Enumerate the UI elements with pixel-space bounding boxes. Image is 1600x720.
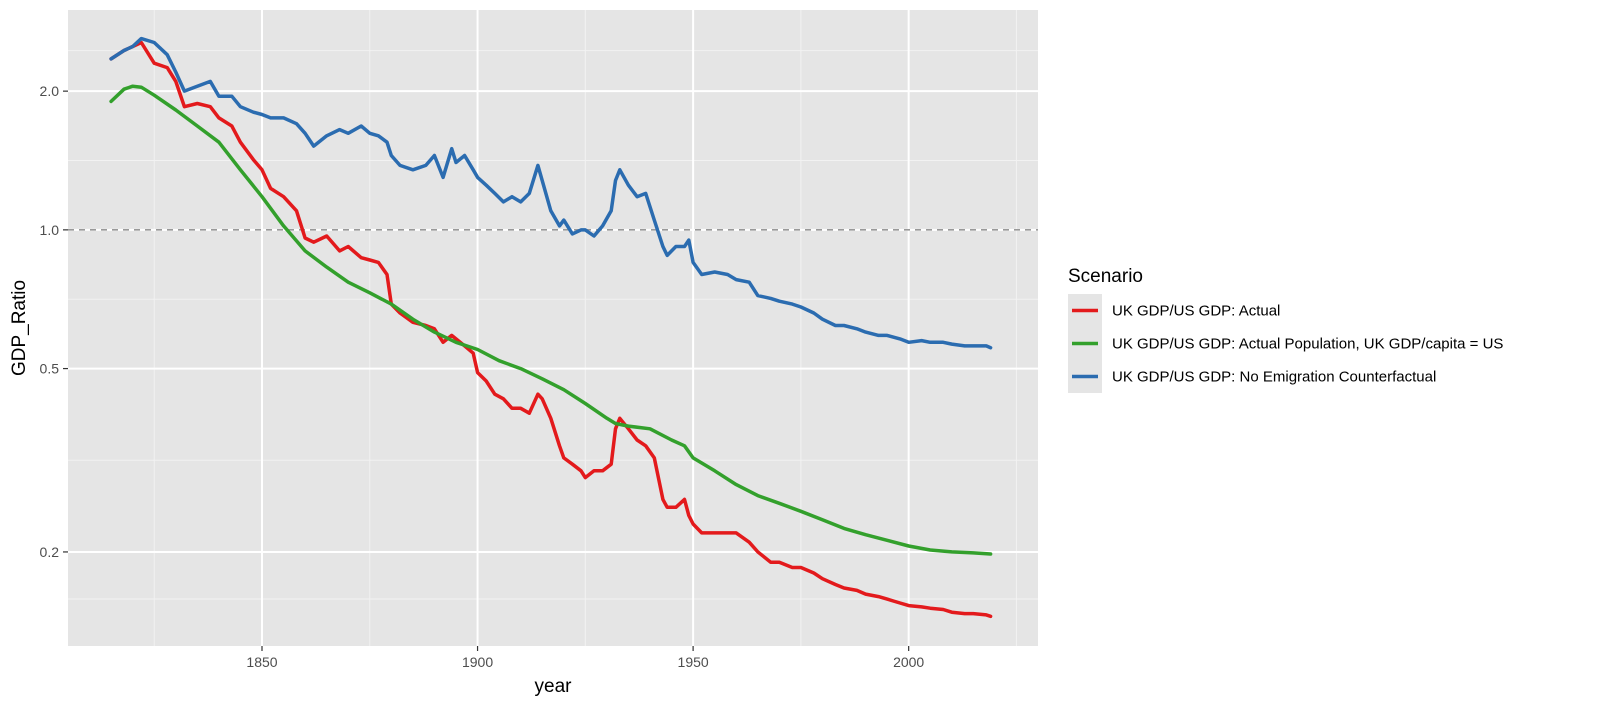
series-line-3 xyxy=(109,36,993,350)
legend-item-label: UK GDP/US GDP: Actual Population, UK GDP… xyxy=(1112,336,1503,353)
x-tick-label: 2000 xyxy=(893,654,924,670)
y-tick-label: 0.2 xyxy=(40,544,60,560)
x-axis-title: year xyxy=(535,676,573,697)
y-axis-title: GDP_Ratio xyxy=(9,280,30,376)
series-lines xyxy=(109,36,993,619)
series-line-1 xyxy=(109,40,993,619)
y-axis-ticks: 0.2 0.5 1.0 2.0 xyxy=(40,83,68,560)
legend-item-label: UK GDP/US GDP: Actual xyxy=(1112,303,1280,320)
plot-panel xyxy=(68,10,1038,646)
legend-title: Scenario xyxy=(1068,266,1143,287)
minor-gridlines xyxy=(68,10,1038,646)
legend-items: UK GDP/US GDP: Actual UK GDP/US GDP: Actu… xyxy=(1072,303,1503,386)
y-tick-label: 0.5 xyxy=(40,361,60,377)
legend-item-label: UK GDP/US GDP: No Emigration Counterfact… xyxy=(1112,369,1436,386)
y-tick-label: 1.0 xyxy=(40,222,60,238)
y-tick-label: 2.0 xyxy=(40,83,60,99)
x-tick-label: 1900 xyxy=(462,654,493,670)
x-tick-label: 1950 xyxy=(678,654,709,670)
x-tick-label: 1850 xyxy=(246,654,277,670)
series-line-2 xyxy=(109,84,993,556)
x-axis-ticks: 1850 1900 1950 2000 xyxy=(246,646,924,670)
